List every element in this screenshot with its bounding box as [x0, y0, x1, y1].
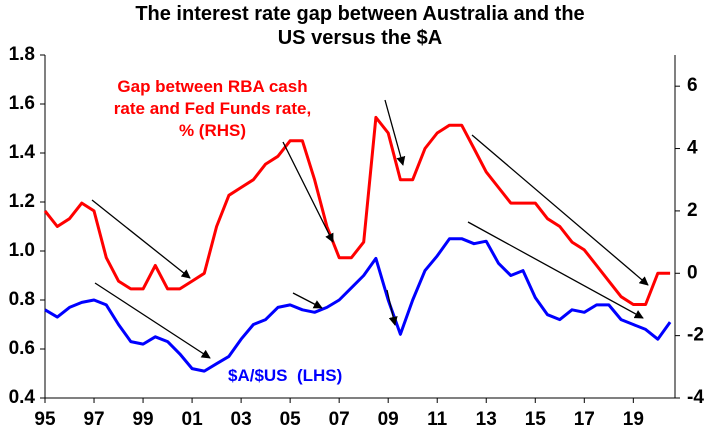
y2-tick-label: -2: [687, 325, 704, 346]
arrows: [91, 99, 649, 359]
arrow: [91, 199, 191, 279]
x-tick-label: 09: [378, 409, 399, 430]
arrow: [282, 141, 334, 243]
x-tick-label: 17: [574, 409, 595, 430]
y2-tick-label: 6: [687, 75, 698, 96]
x-tick-label: 11: [427, 409, 448, 430]
y-tick-label: 1.8: [9, 44, 35, 65]
y2-tick-label: -4: [687, 387, 704, 408]
series-line: [43, 115, 671, 306]
y2-tick-label: 4: [687, 138, 698, 159]
arrow: [292, 292, 323, 309]
y-tick-label: 1.2: [9, 191, 35, 212]
y-tick-label: 1.0: [9, 240, 35, 261]
y-tick-label: 1.6: [9, 93, 35, 114]
arrow: [386, 289, 398, 326]
x-tick-label: 13: [476, 409, 497, 430]
arrow: [94, 282, 211, 359]
y2-tick-label: 2: [687, 200, 698, 221]
x-tick-label: 01: [182, 409, 204, 430]
x-tick-label: 99: [132, 409, 153, 430]
x-tick-label: 97: [83, 409, 104, 430]
y-tick-label: 0.4: [9, 387, 36, 408]
y-tick-label: 1.4: [9, 142, 36, 163]
x-tick-label: 03: [231, 409, 252, 430]
x-tick-label: 05: [280, 409, 302, 430]
x-tick-label: 19: [623, 409, 644, 430]
x-tick-label: 07: [329, 409, 350, 430]
x-tick-label: 15: [525, 409, 547, 430]
y2-tick-label: 0: [687, 262, 698, 283]
y-tick-label: 0.6: [9, 338, 35, 359]
series-label: Gap between RBA cash rate and Fed Funds …: [113, 77, 312, 140]
series-label: $A/$US (LHS): [228, 366, 343, 385]
arrow: [384, 99, 406, 166]
y-tick-label: 0.8: [9, 289, 35, 310]
arrow: [471, 134, 649, 286]
series-line: [44, 237, 672, 373]
x-tick-label: 95: [34, 409, 56, 430]
chart-title: The interest rate gap between Australia …: [135, 3, 585, 49]
arrow: [467, 221, 644, 319]
